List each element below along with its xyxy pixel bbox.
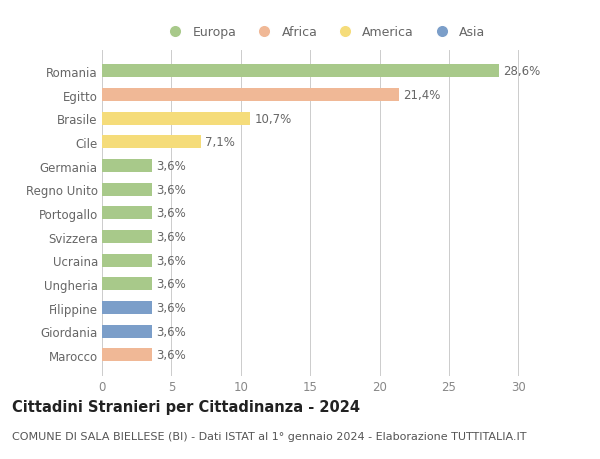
Text: 3,6%: 3,6% — [156, 325, 186, 338]
Bar — [102, 65, 499, 78]
Text: 7,1%: 7,1% — [205, 136, 235, 149]
Bar — [102, 230, 152, 244]
Bar — [102, 254, 152, 267]
Text: COMUNE DI SALA BIELLESE (BI) - Dati ISTAT al 1° gennaio 2024 - Elaborazione TUTT: COMUNE DI SALA BIELLESE (BI) - Dati ISTA… — [12, 431, 527, 442]
Text: 3,6%: 3,6% — [156, 254, 186, 267]
Bar — [102, 302, 152, 314]
Text: 10,7%: 10,7% — [254, 112, 292, 125]
Bar — [102, 160, 152, 173]
Bar — [102, 183, 152, 196]
Text: 3,6%: 3,6% — [156, 348, 186, 362]
Bar — [102, 207, 152, 220]
Text: 3,6%: 3,6% — [156, 183, 186, 196]
Bar — [102, 348, 152, 362]
Text: 3,6%: 3,6% — [156, 302, 186, 314]
Bar — [102, 89, 399, 102]
Text: 3,6%: 3,6% — [156, 160, 186, 173]
Text: 3,6%: 3,6% — [156, 230, 186, 244]
Bar — [102, 325, 152, 338]
Text: 3,6%: 3,6% — [156, 278, 186, 291]
Bar — [102, 136, 200, 149]
Text: 21,4%: 21,4% — [403, 89, 440, 102]
Text: 28,6%: 28,6% — [503, 65, 540, 78]
Bar — [102, 278, 152, 291]
Legend: Europa, Africa, America, Asia: Europa, Africa, America, Asia — [158, 21, 490, 44]
Bar — [102, 112, 250, 125]
Text: Cittadini Stranieri per Cittadinanza - 2024: Cittadini Stranieri per Cittadinanza - 2… — [12, 399, 360, 414]
Text: 3,6%: 3,6% — [156, 207, 186, 220]
